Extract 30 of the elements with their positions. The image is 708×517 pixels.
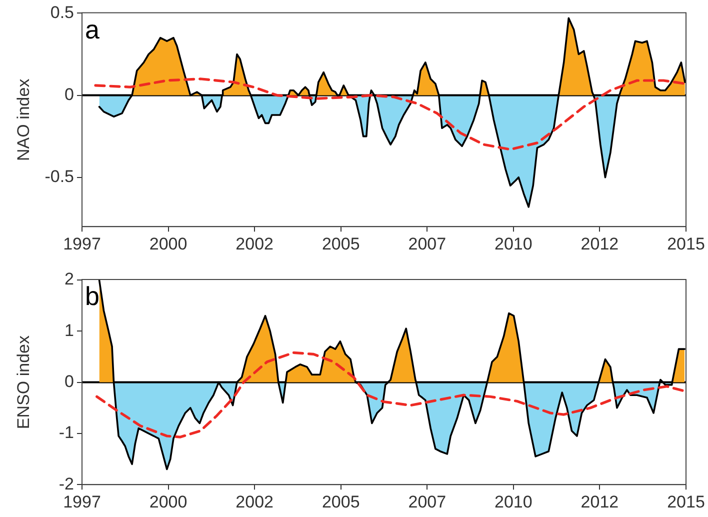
- x-tick-label: 2005: [322, 234, 360, 254]
- y-tick-label: 0.5: [50, 2, 74, 22]
- x-tick-label: 1997: [63, 234, 101, 254]
- y-tick-label: -0.5: [44, 167, 74, 186]
- y-tick-label: 0: [64, 372, 74, 391]
- x-tick-label: 1997: [63, 492, 101, 512]
- x-tick-label: 2002: [236, 234, 274, 254]
- annotation: b: [85, 281, 100, 312]
- y-tick-label: -1: [58, 423, 74, 442]
- annotation: a: [85, 14, 100, 44]
- y-tick-label: 0: [64, 84, 74, 104]
- x-tick-label: 2005: [322, 492, 360, 512]
- y-axis-title: ENSO index: [14, 335, 33, 430]
- x-tick-label: 2000: [149, 234, 188, 254]
- x-tick-label: 2012: [580, 234, 619, 254]
- line-series: [94, 78, 686, 151]
- x-tick-label: 2000: [149, 492, 188, 512]
- x-tick-label: 2015: [667, 234, 705, 254]
- y-tick-label: -2: [58, 474, 74, 494]
- line-series: [96, 351, 686, 438]
- x-tick-label: 2015: [667, 492, 705, 512]
- x-tick-label: 2002: [236, 492, 274, 512]
- y-tick-label: 2: [64, 270, 74, 289]
- x-tick-label: 2007: [408, 492, 446, 512]
- x-tick-label: 2012: [580, 492, 619, 512]
- y-tick-label: 1: [64, 320, 74, 340]
- x-tick-label: 2010: [494, 234, 532, 254]
- y-axis-title: NAO index: [14, 78, 33, 161]
- x-tick-label: 2010: [494, 492, 532, 512]
- x-tick-label: 2007: [408, 234, 446, 254]
